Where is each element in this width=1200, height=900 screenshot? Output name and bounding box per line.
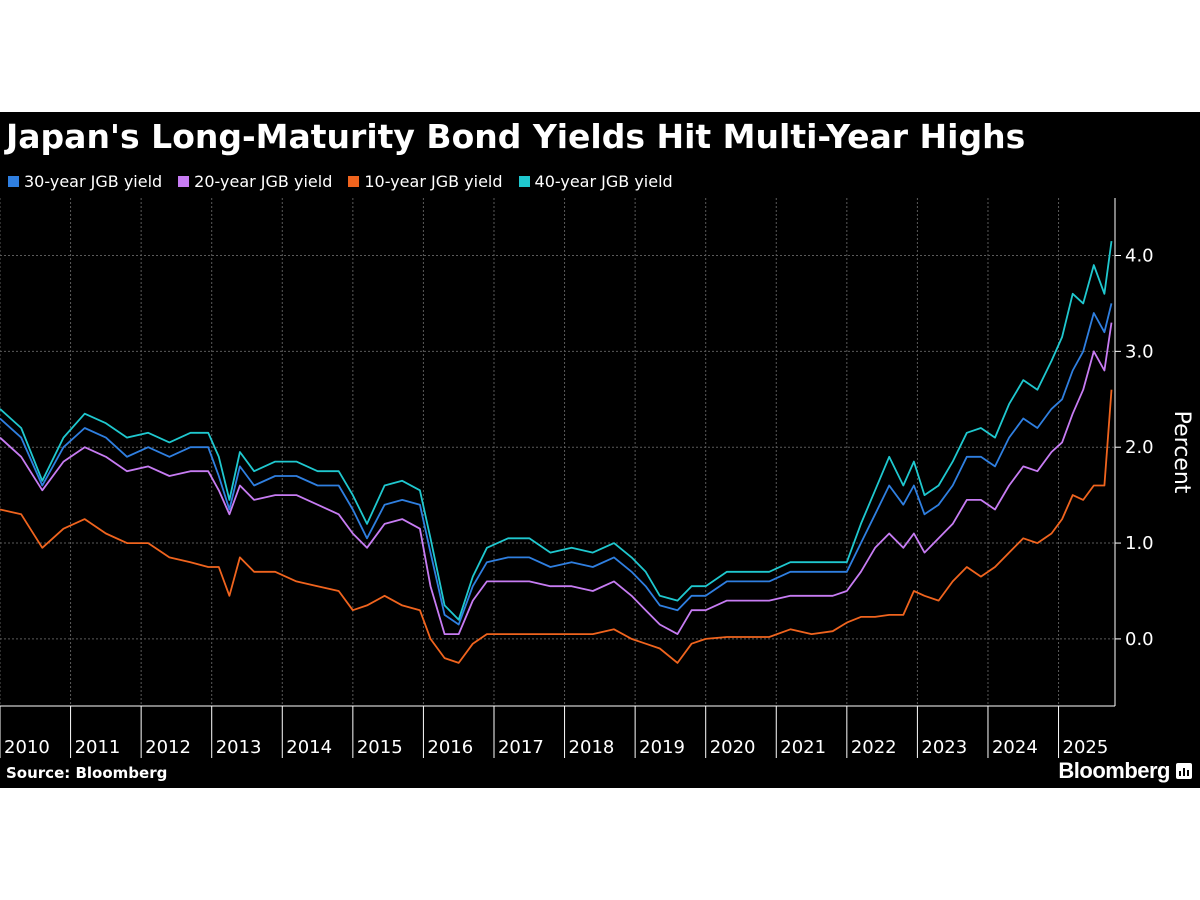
- x-tick-label-2025: 2025: [1063, 737, 1109, 758]
- x-tick-label-2016: 2016: [427, 737, 473, 758]
- x-tick-label-2018: 2018: [569, 737, 615, 758]
- y-axis-title: Percent: [1169, 411, 1194, 494]
- x-tick-label-2014: 2014: [286, 737, 332, 758]
- legend-label-20y: 20-year JGB yield: [194, 172, 333, 191]
- series-line-10-year: [0, 389, 1113, 664]
- legend-swatch-40y: [518, 176, 530, 187]
- series-lines: [0, 240, 1113, 664]
- legend-item-30y: 30-year JGB yield: [8, 172, 162, 191]
- x-tick-label-2020: 2020: [710, 737, 756, 758]
- x-tick-label-2010: 2010: [4, 737, 50, 758]
- y-tick-label-4.0: 4.0: [1125, 246, 1154, 267]
- y-tick-label-3.0: 3.0: [1125, 341, 1154, 362]
- series-line-30-year: [0, 303, 1113, 626]
- legend-label-40y: 40-year JGB yield: [534, 172, 673, 191]
- bar-chart-icon: [1176, 763, 1192, 779]
- bloomberg-logo: Bloomberg: [1058, 758, 1192, 784]
- legend: 30-year JGB yield 20-year JGB yield 10-y…: [8, 172, 673, 191]
- y-tick-label-0.0: 0.0: [1125, 629, 1154, 650]
- series-line-20-year: [0, 322, 1113, 635]
- legend-swatch-20y: [178, 176, 190, 187]
- source-note: Source: Bloomberg: [6, 764, 168, 782]
- legend-item-10y: 10-year JGB yield: [348, 172, 503, 191]
- x-tick-label-2015: 2015: [357, 737, 403, 758]
- x-tick-label-2013: 2013: [216, 737, 262, 758]
- series-line-40-year: [0, 240, 1113, 621]
- x-tick-label-2023: 2023: [921, 737, 967, 758]
- legend-swatch-10y: [348, 176, 360, 187]
- legend-label-10y: 10-year JGB yield: [364, 172, 503, 191]
- x-tick-label-2024: 2024: [992, 737, 1038, 758]
- y-tick-label-2.0: 2.0: [1125, 437, 1154, 458]
- x-tick-label-2012: 2012: [145, 737, 191, 758]
- grid: [0, 198, 1115, 706]
- legend-label-30y: 30-year JGB yield: [24, 172, 163, 191]
- x-tick-label-2019: 2019: [639, 737, 685, 758]
- x-tick-label-2017: 2017: [498, 737, 544, 758]
- chart-title: Japan's Long-Maturity Bond Yields Hit Mu…: [6, 117, 1026, 156]
- legend-item-20y: 20-year JGB yield: [178, 172, 332, 191]
- logo-text: Bloomberg: [1058, 758, 1170, 783]
- x-tick-label-2021: 2021: [780, 737, 826, 758]
- y-tick-label-1.0: 1.0: [1125, 533, 1154, 554]
- chart-panel: [0, 112, 1200, 788]
- x-tick-label-2011: 2011: [75, 737, 121, 758]
- legend-swatch-30y: [8, 176, 19, 187]
- axes: 0.0 1.0 2.0 3.0 4.0 Percent 2010 2011 2012 2013 20…: [0, 198, 1194, 758]
- x-tick-label-2022: 2022: [851, 737, 897, 758]
- legend-item-40y: 40-year JGB yield: [518, 172, 673, 191]
